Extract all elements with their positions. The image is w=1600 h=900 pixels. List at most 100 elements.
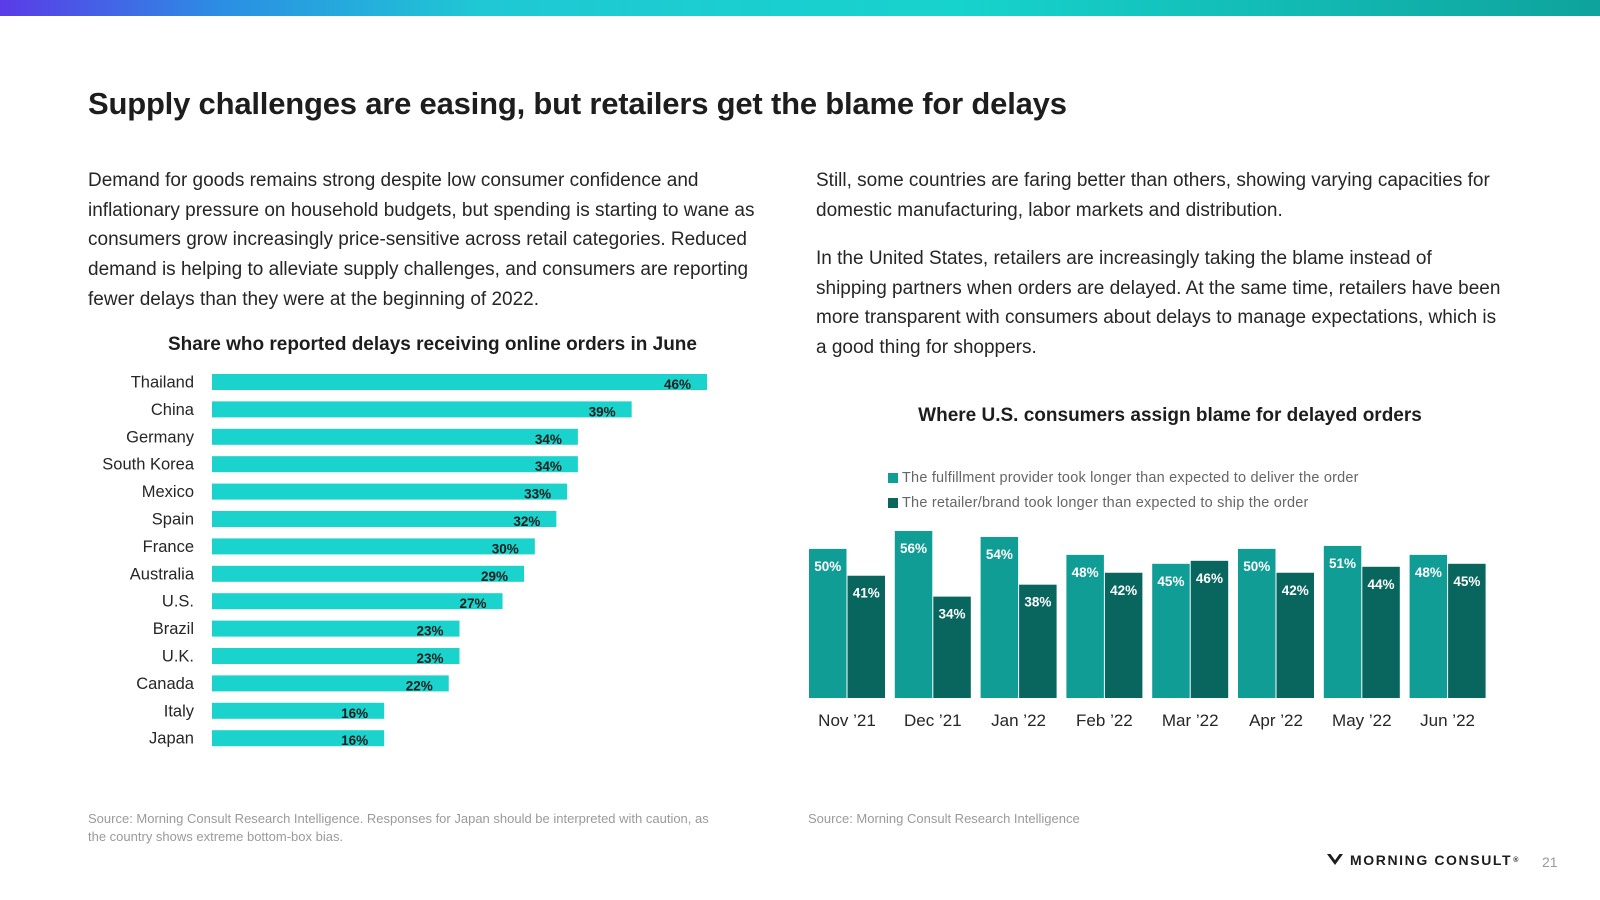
month-label: Nov ’21 [818,711,876,730]
fulfillment-value-label: 51% [1329,556,1356,571]
country-label: Italy [164,702,195,720]
country-chart-title: Share who reported delays receiving onli… [168,334,697,355]
country-value-label: 33% [524,487,551,502]
month-label: Feb ’22 [1076,711,1133,730]
month-label: Jun ’22 [1420,711,1475,730]
month-label: Jan ’22 [991,711,1046,730]
retailer-bar [1362,566,1400,698]
country-label: U.K. [162,648,194,666]
country-bar [212,593,503,610]
country-label: Australia [130,565,195,583]
country-value-label: 29% [481,569,508,584]
retailer-value-label: 38% [1024,595,1051,610]
legend-swatch-fulfillment [888,473,898,484]
country-label: U.S. [162,593,194,611]
brand-registered-mark: ® [1513,856,1519,864]
country-value-label: 34% [535,432,562,447]
country-bar [212,456,578,473]
country-bar [212,401,632,418]
retailer-bar [1019,584,1057,698]
fulfillment-value-label: 56% [900,541,927,556]
country-value-label: 27% [460,596,487,611]
month-label: Apr ’22 [1249,711,1303,730]
retailer-bar [1448,563,1486,698]
month-label: Mar ’22 [1162,711,1219,730]
retailer-value-label: 42% [1110,583,1137,598]
retailer-value-label: 34% [939,607,966,622]
legend-label-fulfillment: The fulfillment provider took longer tha… [902,470,1359,487]
brand-name: MORNING CONSULT [1350,852,1513,868]
right-paragraph-1: Still, some countries are faring better … [816,170,1490,221]
legend-swatch-retailer [888,497,898,508]
retailer-bar [1276,572,1314,698]
country-value-label: 39% [589,404,616,419]
fulfillment-bar [1409,554,1448,698]
brand-logo: MORNING CONSULT ® [1326,852,1518,868]
country-label: France [143,538,194,556]
country-value-label: 30% [492,541,519,556]
country-bar [212,620,460,637]
retailer-bar [1190,560,1229,698]
blame-chart: 50% 41% Nov ’21 56% 34% Dec ’21 54% 38% Jan ’22 4… [809,531,1486,730]
retailer-bar [847,575,885,698]
legend-item-fulfillment: The fulfillment provider took longer tha… [888,466,1359,491]
retailer-bar [933,596,971,698]
fulfillment-value-label: 48% [1072,565,1099,580]
blame-chart-title: Where U.S. consumers assign blame for de… [918,405,1422,426]
country-value-label: 32% [513,514,540,529]
page-number: 21 [1542,854,1558,870]
country-value-label: 23% [416,651,443,666]
country-value-label: 16% [341,706,368,721]
top-gradient-bar [0,0,1600,16]
morning-consult-logo-icon [1327,854,1343,865]
country-label: Mexico [142,483,194,501]
country-bar [212,675,449,692]
country-label: Japan [149,730,194,748]
left-paragraph: Demand for goods remains strong despite … [88,170,755,310]
retailer-value-label: 45% [1453,574,1480,589]
country-label: Germany [126,428,195,446]
country-bar [212,538,535,555]
country-bar [212,483,568,500]
country-bar [212,730,385,747]
country-label: Thailand [131,374,194,392]
left-source-note: Source: Morning Consult Research Intelli… [88,811,709,844]
fulfillment-bar [1152,563,1190,698]
country-value-label: 46% [664,377,691,392]
country-bar [212,565,525,582]
country-value-label: 23% [416,624,443,639]
legend-item-retailer: The retailer/brand took longer than expe… [888,491,1359,516]
country-bar [212,702,385,719]
fulfillment-bar [809,548,847,698]
page-title: Supply challenges are easing, but retail… [88,86,1067,121]
retailer-value-label: 41% [853,586,880,601]
fulfillment-value-label: 45% [1157,574,1184,589]
blame-chart-legend: The fulfillment provider took longer tha… [888,466,1359,515]
retailer-value-label: 46% [1196,571,1223,586]
right-source-note: Source: Morning Consult Research Intelli… [808,811,1080,826]
retailer-bar [1104,572,1143,698]
country-bar [212,511,557,527]
fulfillment-bar [1066,554,1104,698]
retailer-value-label: 42% [1282,583,1309,598]
country-bar [212,428,578,445]
month-label: May ’22 [1332,711,1392,730]
fulfillment-value-label: 50% [1243,559,1270,574]
right-paragraph-2: In the United States, retailers are incr… [816,248,1501,359]
country-bar [212,374,707,390]
country-label: Canada [136,675,195,693]
country-label: China [151,401,195,419]
country-bar [212,648,460,664]
fulfillment-bar [1238,548,1276,698]
month-label: Dec ’21 [904,711,962,730]
fulfillment-bar [894,531,933,698]
fulfillment-value-label: 48% [1415,565,1442,580]
legend-label-retailer: The retailer/brand took longer than expe… [902,494,1309,511]
fulfillment-value-label: 54% [986,547,1013,562]
retailer-value-label: 44% [1368,577,1395,592]
country-value-label: 22% [406,678,433,693]
country-delay-chart: Thailand 46% China 39% Germany 34% South Korea… [102,374,707,748]
country-value-label: 34% [535,459,562,474]
fulfillment-bar [1323,545,1362,698]
country-value-label: 16% [341,733,368,748]
